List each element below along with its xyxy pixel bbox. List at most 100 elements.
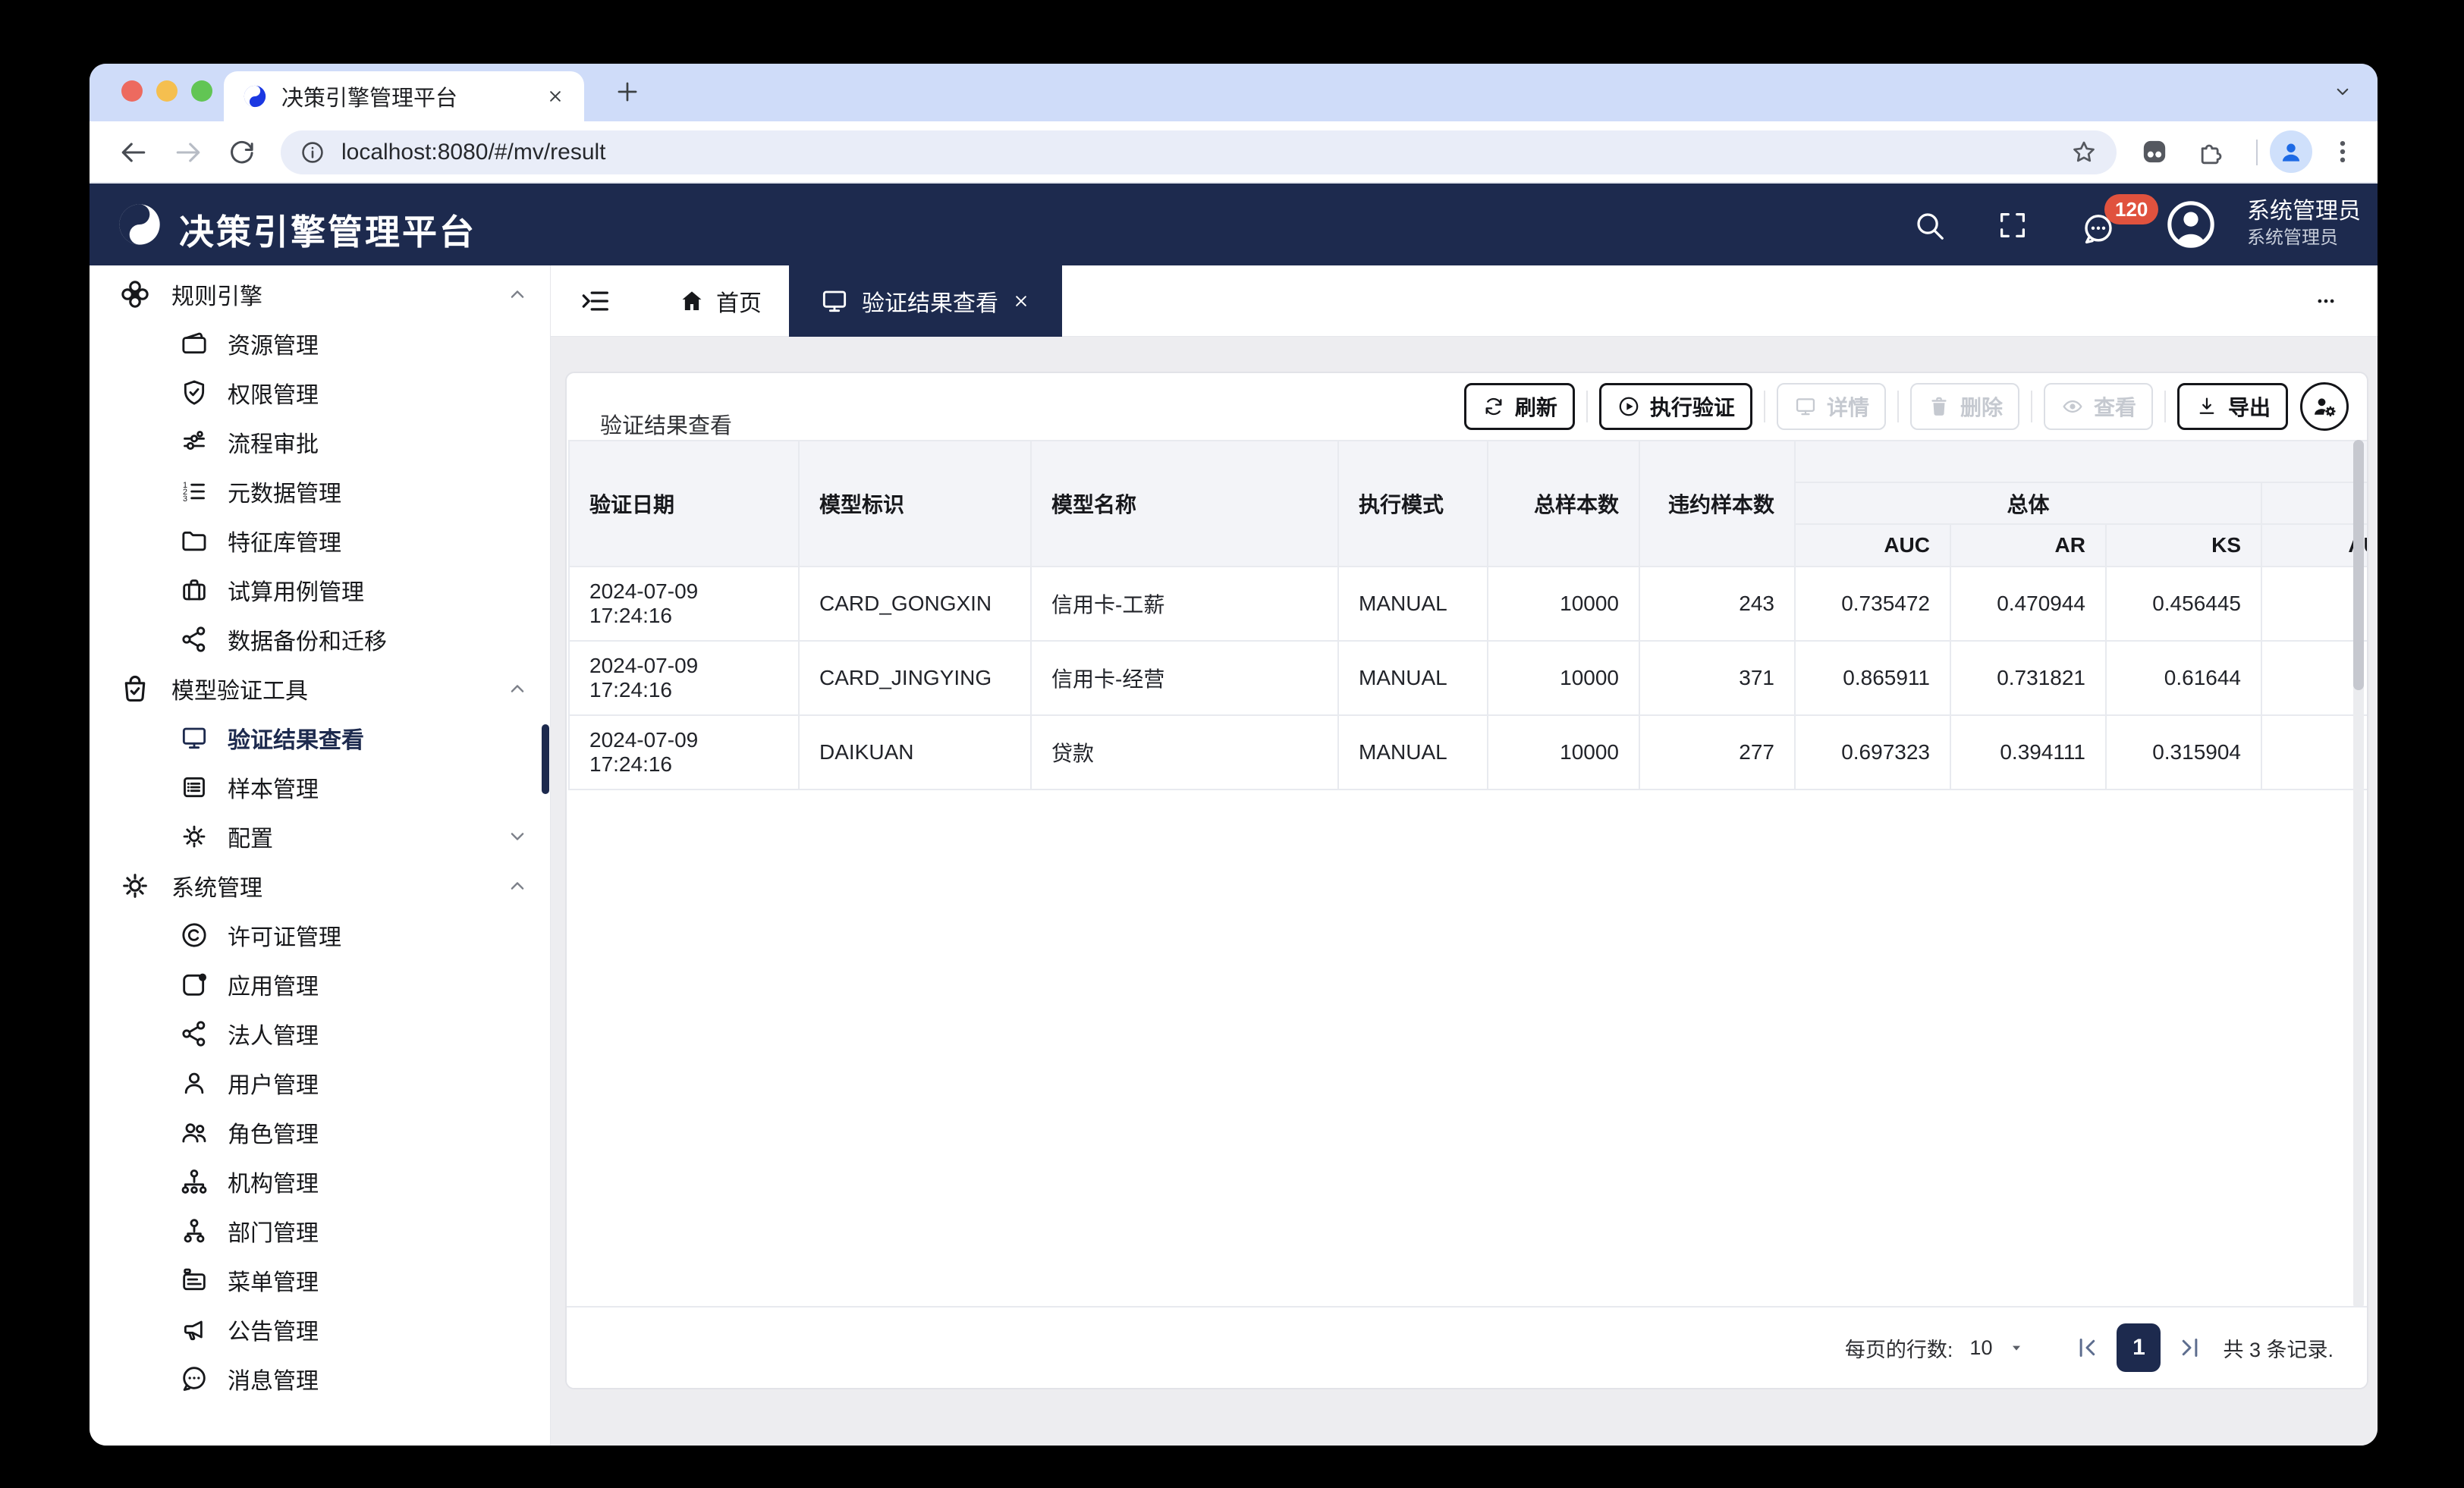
back-icon[interactable] xyxy=(117,136,150,169)
cell-ks[interactable]: 0.61644 xyxy=(2107,642,2262,716)
sidebar-section-rule-engine[interactable]: 规则引擎 xyxy=(90,269,550,319)
user-name: 系统管理员 xyxy=(2247,199,2361,224)
last-page-icon[interactable] xyxy=(2174,1332,2206,1364)
cell-model-name[interactable]: 信用卡-工薪 xyxy=(1032,567,1339,642)
url-text: localhost:8080/#/mv/result xyxy=(341,140,606,165)
fullscreen-icon[interactable] xyxy=(1995,208,2030,243)
cell-auc[interactable]: 0.697323 xyxy=(1796,716,1951,790)
cell-ks[interactable]: 0.456445 xyxy=(2107,567,2262,642)
cell-model-id[interactable]: CARD_GONGXIN xyxy=(800,567,1032,642)
bookmark-star-icon[interactable] xyxy=(2070,138,2098,167)
cell-auc[interactable]: 0.865911 xyxy=(1796,642,1951,716)
folder-icon xyxy=(179,526,209,556)
sidebar-item-resource[interactable]: 资源管理 xyxy=(90,319,550,368)
tab-home[interactable]: 首页 xyxy=(678,265,762,337)
trash-icon xyxy=(1927,394,1951,419)
traffic-light-zoom[interactable] xyxy=(191,80,212,102)
cell-next-auc[interactable]: 0 xyxy=(2262,716,2367,790)
cell-next-auc[interactable]: 0 xyxy=(2262,642,2367,716)
sidebar-collapse-icon[interactable] xyxy=(578,284,613,319)
tab-close-icon[interactable] xyxy=(545,86,566,107)
user-info[interactable]: 系统管理员 系统管理员 xyxy=(2247,197,2361,250)
cell-next-auc[interactable]: 0 xyxy=(2262,567,2367,642)
cell-model-name[interactable]: 信用卡-经营 xyxy=(1032,642,1339,716)
user-role: 系统管理员 xyxy=(2247,228,2338,248)
sidebar-item-application[interactable]: 应用管理 xyxy=(90,959,550,1009)
sidebar-item-backup-migration[interactable]: 数据备份和迁移 xyxy=(90,614,550,664)
refresh-button[interactable]: 刷新 xyxy=(1463,383,1575,430)
forward-icon[interactable] xyxy=(171,136,205,169)
url-bar[interactable]: localhost:8080/#/mv/result xyxy=(281,130,2117,174)
current-page-button[interactable]: 1 xyxy=(2117,1323,2161,1372)
table-scrollbar-thumb[interactable] xyxy=(2353,440,2364,690)
sidebar-item-trial-case[interactable]: 试算用例管理 xyxy=(90,565,550,614)
cell-exec-mode[interactable]: MANUAL xyxy=(1339,567,1488,642)
sidebar-item-validation-result[interactable]: 验证结果查看 xyxy=(90,713,550,762)
cell-model-id[interactable]: DAIKUAN xyxy=(800,716,1032,790)
sidebar-item-message-mgmt[interactable]: 消息管理 xyxy=(90,1354,550,1403)
new-tab-icon[interactable] xyxy=(613,77,642,106)
traffic-light-close[interactable] xyxy=(121,80,143,102)
cell-model-id[interactable]: CARD_JINGYING xyxy=(800,642,1032,716)
sidebar-item-role-mgmt[interactable]: 角色管理 xyxy=(90,1107,550,1157)
sidebar-item-permission[interactable]: 权限管理 xyxy=(90,368,550,417)
tab-close-icon[interactable] xyxy=(1010,290,1032,312)
rows-per-page-select[interactable]: 10 xyxy=(1969,1336,2026,1360)
sidebar-item-user-mgmt[interactable]: 用户管理 xyxy=(90,1058,550,1107)
sidebar-item-license[interactable]: 许可证管理 xyxy=(90,910,550,959)
sidebar-item-sample-mgmt[interactable]: 样本管理 xyxy=(90,762,550,811)
detail-button[interactable]: 详情 xyxy=(1776,383,1886,430)
chevron-up-icon xyxy=(504,281,530,307)
export-button[interactable]: 导出 xyxy=(2176,383,2288,430)
cell-model-name[interactable]: 贷款 xyxy=(1032,716,1339,790)
cell-date[interactable]: 2024-07-09 17:24:16 xyxy=(570,642,800,716)
cell-auc[interactable]: 0.735472 xyxy=(1796,567,1951,642)
cell-total[interactable]: 10000 xyxy=(1488,716,1640,790)
browser-menu-kebab-icon[interactable] xyxy=(2327,137,2358,167)
browser-profile-avatar[interactable] xyxy=(2270,130,2312,173)
execute-validation-button[interactable]: 执行验证 xyxy=(1598,383,1752,430)
cell-ks[interactable]: 0.315904 xyxy=(2107,716,2262,790)
sidebar-item-legal-entity[interactable]: 法人管理 xyxy=(90,1009,550,1058)
cell-total[interactable]: 10000 xyxy=(1488,642,1640,716)
cell-date[interactable]: 2024-07-09 17:24:16 xyxy=(570,567,800,642)
sidebar-label: 流程审批 xyxy=(228,432,319,457)
sidebar-item-metadata[interactable]: 元数据管理 xyxy=(90,466,550,516)
extensions-puzzle-icon[interactable] xyxy=(2195,137,2226,167)
cell-default[interactable]: 277 xyxy=(1640,716,1796,790)
cell-date[interactable]: 2024-07-09 17:24:16 xyxy=(570,716,800,790)
sidebar-section-system[interactable]: 系统管理 xyxy=(90,861,550,910)
sidebar-item-feature-lib[interactable]: 特征库管理 xyxy=(90,516,550,565)
cell-ar[interactable]: 0.470944 xyxy=(1951,567,2107,642)
tab-validation-result[interactable]: 验证结果查看 xyxy=(789,265,1062,337)
search-icon[interactable] xyxy=(1912,208,1947,243)
reload-icon[interactable] xyxy=(226,136,258,169)
cell-total[interactable]: 10000 xyxy=(1488,567,1640,642)
view-button[interactable]: 查看 xyxy=(2043,383,2153,430)
user-avatar-icon[interactable] xyxy=(2164,197,2218,252)
cell-ar[interactable]: 0.394111 xyxy=(1951,716,2107,790)
sidebar-item-workflow[interactable]: 流程审批 xyxy=(90,417,550,466)
cell-exec-mode[interactable]: MANUAL xyxy=(1339,716,1488,790)
site-info-icon[interactable] xyxy=(299,139,326,166)
extension-badge-icon[interactable] xyxy=(2139,137,2170,167)
sidebar-item-config[interactable]: 配置 xyxy=(90,811,550,861)
browser-tab-title: 决策引擎管理平台 xyxy=(281,86,458,111)
sidebar-item-announcement[interactable]: 公告管理 xyxy=(90,1304,550,1354)
traffic-light-minimize[interactable] xyxy=(156,80,178,102)
browser-tab[interactable]: 决策引擎管理平台 xyxy=(224,71,584,121)
sidebar-section-model-validation[interactable]: 模型验证工具 xyxy=(90,664,550,713)
user-settings-button[interactable] xyxy=(2300,382,2349,431)
cell-ar[interactable]: 0.731821 xyxy=(1951,642,2107,716)
cell-default[interactable]: 371 xyxy=(1640,642,1796,716)
cell-default[interactable]: 243 xyxy=(1640,567,1796,642)
first-page-icon[interactable] xyxy=(2071,1332,2103,1364)
delete-button[interactable]: 删除 xyxy=(1909,383,2019,430)
cell-exec-mode[interactable]: MANUAL xyxy=(1339,642,1488,716)
sidebar-item-dept-mgmt[interactable]: 部门管理 xyxy=(90,1206,550,1255)
tab-search-chevron-icon[interactable] xyxy=(2331,80,2354,103)
sidebar-item-org-mgmt[interactable]: 机构管理 xyxy=(90,1157,550,1206)
tab-overflow-menu-icon[interactable] xyxy=(2311,290,2341,312)
sidebar-scrollbar-thumb[interactable] xyxy=(542,724,549,794)
sidebar-item-menu-mgmt[interactable]: 菜单管理 xyxy=(90,1255,550,1304)
